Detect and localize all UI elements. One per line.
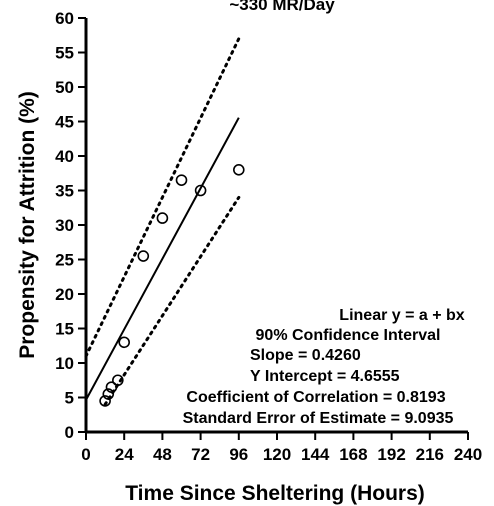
data-point	[102, 388, 115, 400]
x-tick-label: 96	[229, 445, 248, 464]
standard-error-note: Standard Error of Estimate = 9.0935	[183, 410, 454, 427]
upper-confidence-band	[84, 37, 241, 358]
regression-line	[85, 117, 240, 401]
x-tick-label: 48	[153, 445, 172, 464]
y-tick-label: 20	[55, 285, 74, 304]
chart-title: ~330 MR/Day	[229, 0, 335, 14]
x-tick-label: 24	[115, 445, 134, 464]
y-tick-label: 30	[55, 216, 74, 235]
x-axis-title: Time Since Sheltering (Hours)	[125, 482, 425, 505]
confidence-interval-note: 90% Confidence Interval	[256, 327, 441, 344]
lower-confidence-band	[103, 195, 241, 406]
x-tick-label: 168	[339, 445, 367, 464]
data-point	[137, 250, 150, 262]
x-ticks: 0 24 48 72 96 120 144 168 192 216 240	[81, 432, 482, 464]
data-point	[118, 336, 130, 349]
fit-model-note: Linear y = a + bx	[339, 307, 465, 324]
y-tick-label: 55	[55, 44, 74, 63]
x-tick-label: 144	[301, 445, 330, 464]
y-tick-label: 60	[55, 9, 74, 28]
y-tick-label: 40	[55, 147, 74, 166]
x-tick-label: 120	[263, 445, 291, 464]
x-tick-label: 72	[191, 445, 210, 464]
x-tick-label: 0	[81, 445, 90, 464]
data-point	[194, 184, 207, 197]
data-point	[175, 174, 188, 186]
y-tick-label: 15	[55, 320, 74, 339]
series	[84, 37, 245, 407]
x-tick-label: 192	[377, 445, 405, 464]
data-point	[112, 374, 124, 387]
y-tick-label: 5	[65, 389, 74, 408]
data-point	[156, 212, 169, 224]
y-ticks: 0 5 10 15 20 25 30 35 40 45 50 55 60	[55, 9, 86, 442]
y-tick-label: 25	[55, 251, 74, 270]
y-axis-title: Propensity for Attrition (%)	[16, 91, 39, 359]
slope-note: Slope = 0.4260	[250, 347, 361, 364]
data-point	[99, 395, 111, 407]
y-tick-label: 50	[55, 78, 74, 97]
y-tick-label: 10	[55, 354, 74, 373]
y-tick-label: 45	[55, 113, 74, 132]
correlation-note: Coefficient of Correlation = 0.8193	[186, 389, 445, 406]
x-tick-label: 216	[416, 445, 444, 464]
x-tick-label: 240	[454, 445, 482, 464]
fit-statistics: Linear y = a + bx 90% Confidence Interva…	[183, 307, 465, 427]
intercept-note: Y Intercept = 4.6555	[250, 368, 400, 385]
data-point	[233, 164, 245, 176]
data-point	[105, 381, 118, 393]
y-tick-label: 0	[65, 423, 74, 442]
y-tick-label: 35	[55, 182, 74, 201]
